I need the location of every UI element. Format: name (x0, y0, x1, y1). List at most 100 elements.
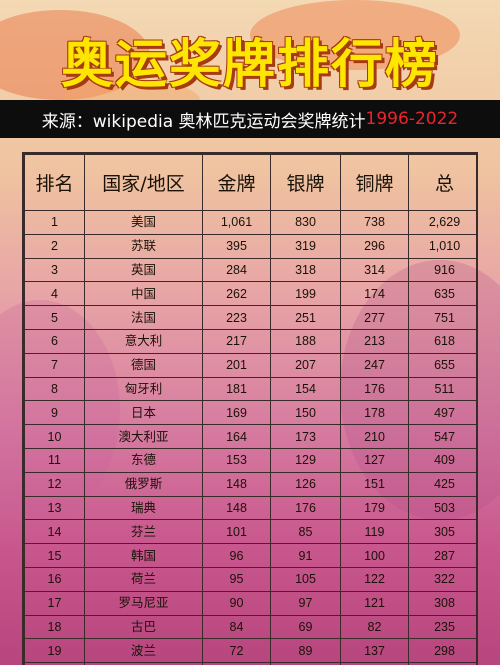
bronze-cell: 738 (340, 210, 409, 235)
country-cell: 东德 (84, 447, 203, 473)
bronze-cell: 151 (340, 471, 409, 497)
country-cell: 波兰 (84, 638, 203, 664)
table-row: 12 俄罗斯 148 126 151 425 (24, 471, 476, 497)
silver-cell: 85 (270, 519, 341, 545)
total-cell: 322 (408, 566, 476, 592)
total-cell: 1,010 (408, 233, 476, 259)
header-bronze: 铜牌 (340, 154, 409, 211)
table-row: 10 澳大利亚 164 173 210 547 (24, 424, 476, 449)
silver-cell: 154 (270, 376, 341, 402)
silver-cell: 318 (270, 257, 341, 283)
table-row: 16 荷兰 95 105 122 322 (24, 566, 476, 592)
map-decoration (250, 0, 460, 70)
country-cell: 德国 (84, 352, 203, 378)
gold-cell: 90 (202, 590, 271, 616)
country-cell: 古巴 (84, 614, 203, 640)
country-cell: 韩国 (84, 543, 203, 568)
gold-cell: 262 (202, 281, 271, 307)
gold-cell: 72 (202, 638, 271, 664)
bronze-cell: 119 (340, 519, 409, 545)
bronze-cell: 210 (340, 424, 409, 449)
rank-cell: 17 (24, 590, 85, 616)
gold-cell: 84 (202, 614, 271, 640)
gold-cell: 153 (202, 447, 271, 473)
total-cell: 618 (408, 328, 476, 354)
bronze-cell: 122 (340, 566, 409, 592)
source-years: 1996-2022 (365, 109, 459, 129)
gold-cell: 169 (202, 400, 271, 426)
source-text: 来源：wikipedia 奥林匹克运动会奖牌统计 (41, 111, 366, 132)
total-cell: 326 (408, 662, 476, 665)
rank-cell: 12 (24, 471, 85, 497)
total-cell: 287 (408, 543, 476, 568)
table-row: 3 英国 284 318 314 916 (24, 257, 476, 283)
medal-table: 排名 国家/地区 金牌 银牌 铜牌 总 1 美国 1,061 830 738 2,629 2… (24, 154, 476, 665)
silver-cell: 207 (270, 352, 341, 378)
total-cell: 308 (408, 590, 476, 616)
header-silver: 银牌 (270, 154, 341, 211)
gold-cell: 148 (202, 495, 271, 521)
country-cell: 美国 (84, 210, 203, 235)
total-cell: 235 (408, 614, 476, 640)
silver-cell: 319 (270, 233, 341, 259)
silver-cell: 89 (270, 638, 341, 664)
country-cell: 瑞典 (84, 495, 203, 521)
rank-cell: 8 (24, 376, 85, 402)
table-row: 9 日本 169 150 178 497 (24, 400, 476, 426)
silver-cell: 69 (270, 614, 341, 640)
table-row: 5 法国 223 251 277 751 (24, 305, 476, 330)
silver-cell: 91 (270, 543, 341, 568)
rank-cell: 14 (24, 519, 85, 545)
total-cell: 547 (408, 424, 476, 449)
silver-cell: 129 (270, 447, 341, 473)
bronze-cell: 127 (340, 447, 409, 473)
gold-cell: 96 (202, 543, 271, 568)
country-cell: 日本 (84, 400, 203, 426)
table-row: 2 苏联 395 319 296 1,010 (24, 233, 476, 259)
rank-cell: 11 (24, 447, 85, 473)
country-cell: 匈牙利 (84, 376, 203, 402)
rank-cell: 10 (24, 424, 85, 449)
table-row: 11 东德 153 129 127 409 (24, 447, 476, 473)
gold-cell: 164 (202, 424, 271, 449)
table-row: 18 古巴 84 69 82 235 (24, 614, 476, 640)
gold-cell: 284 (202, 257, 271, 283)
rank-cell: 5 (24, 305, 85, 330)
header-total: 总 (408, 154, 476, 211)
total-cell: 751 (408, 305, 476, 330)
silver-cell: 173 (270, 424, 341, 449)
bronze-cell: 314 (340, 257, 409, 283)
bronze-cell: 100 (340, 543, 409, 568)
table-row: 7 德国 201 207 247 655 (24, 352, 476, 378)
silver-cell: 188 (270, 328, 341, 354)
country-cell: 法国 (84, 305, 203, 330)
medal-table-container: 排名 国家/地区 金牌 银牌 铜牌 总 1 美国 1,061 830 738 2,629 2… (22, 152, 478, 665)
total-cell: 425 (408, 471, 476, 497)
total-cell: 916 (408, 257, 476, 283)
gold-cell: 217 (202, 328, 271, 354)
silver-cell: 251 (270, 305, 341, 330)
table-row: 8 匈牙利 181 154 176 511 (24, 376, 476, 402)
gold-cell: 395 (202, 233, 271, 259)
map-decoration (0, 10, 150, 100)
bronze-cell: 137 (340, 638, 409, 664)
rank-cell: 18 (24, 614, 85, 640)
header-gold: 金牌 (202, 154, 271, 211)
rank-cell: 19 (24, 638, 85, 664)
total-cell: 409 (408, 447, 476, 473)
table-row: 6 意大利 217 188 213 618 (24, 328, 476, 354)
country-cell: 罗马尼亚 (84, 590, 203, 616)
total-cell: 635 (408, 281, 476, 307)
country-cell: 澳大利亚 (84, 424, 203, 449)
silver-cell: 176 (270, 495, 341, 521)
total-cell: 497 (408, 400, 476, 426)
bronze-cell: 82 (340, 614, 409, 640)
page-title: 奥运奖牌排行榜 (60, 35, 439, 95)
gold-cell: 101 (202, 519, 271, 545)
total-cell: 511 (408, 376, 476, 402)
gold-cell: 1,061 (202, 210, 271, 235)
silver-cell: 830 (270, 210, 341, 235)
bronze-cell: 296 (340, 233, 409, 259)
table-body: 1 美国 1,061 830 738 2,629 2 苏联 395 319 296 1,010 3 英国 2… (24, 210, 476, 665)
gold-cell: 223 (202, 305, 271, 330)
